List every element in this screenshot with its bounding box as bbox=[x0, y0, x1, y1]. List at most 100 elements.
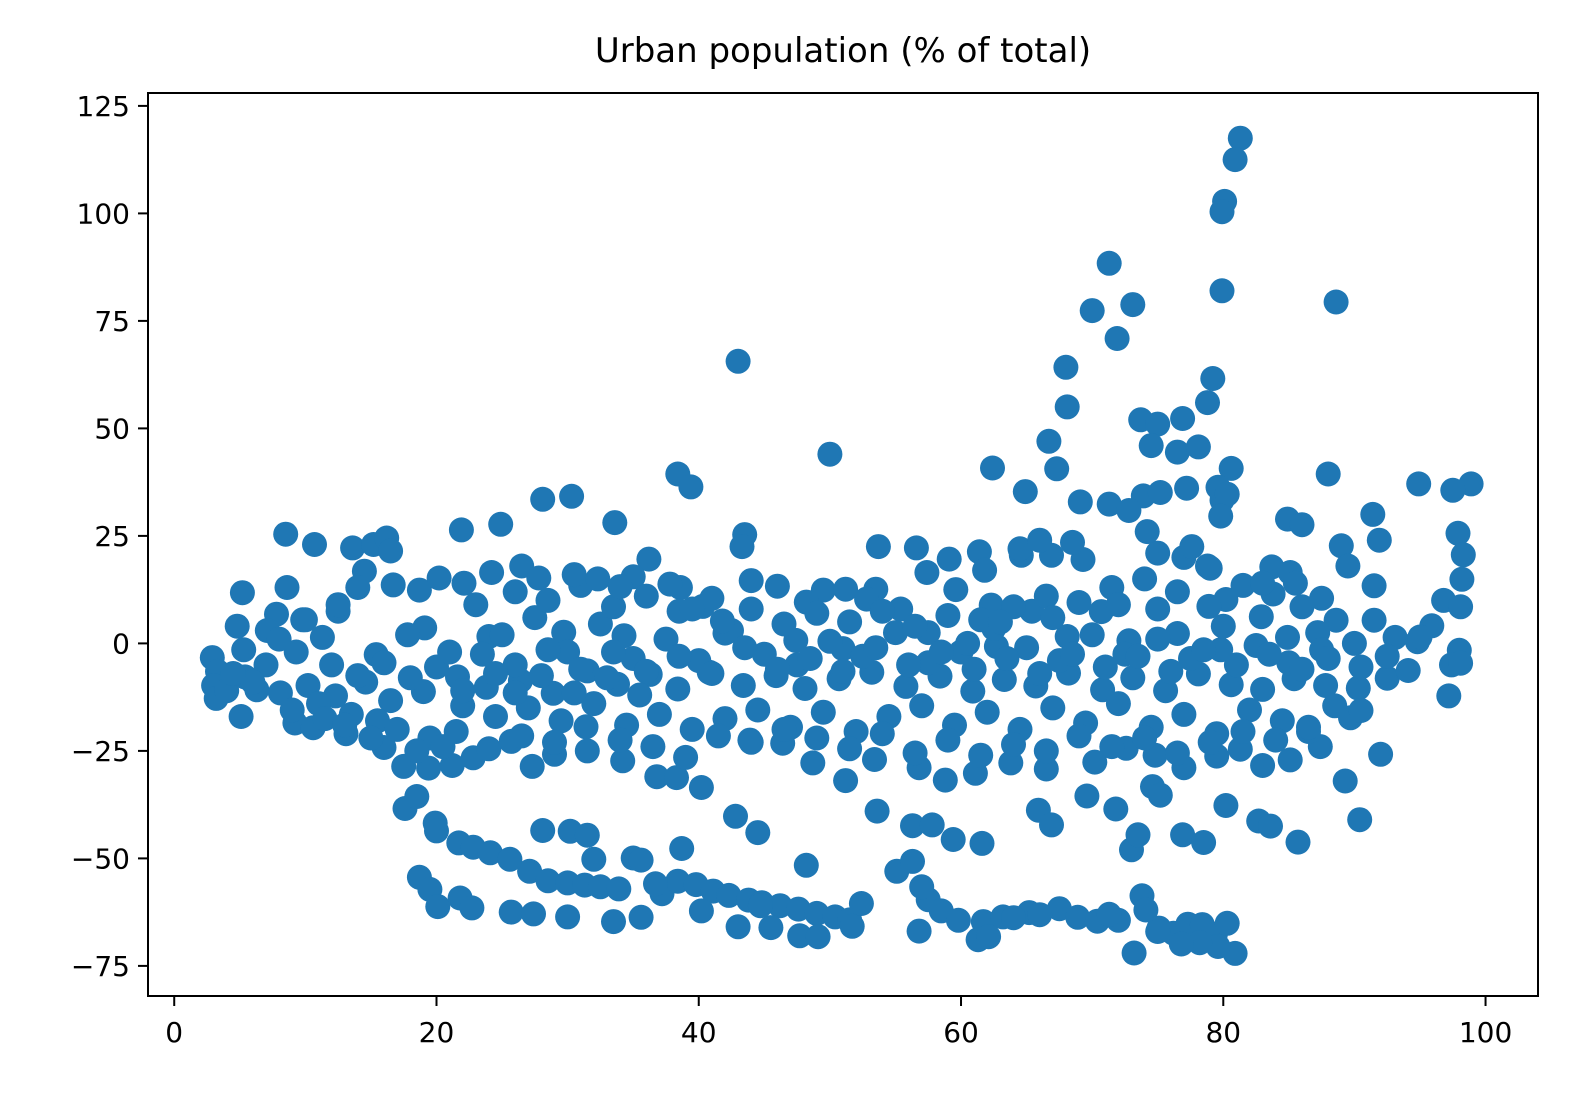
scatter-point bbox=[283, 639, 309, 665]
scatter-point bbox=[1289, 512, 1315, 538]
scatter-point bbox=[833, 576, 859, 602]
scatter-point bbox=[1145, 540, 1171, 566]
scatter-point bbox=[502, 680, 528, 706]
scatter-point bbox=[1407, 624, 1433, 650]
scatter-point bbox=[1250, 676, 1276, 702]
scatter-point bbox=[792, 676, 818, 701]
scatter-point bbox=[679, 596, 705, 622]
scatter-point bbox=[998, 750, 1024, 776]
scatter-point bbox=[1209, 199, 1235, 225]
scatter-point bbox=[1116, 498, 1142, 523]
scatter-point bbox=[1147, 480, 1173, 505]
scatter-point bbox=[1406, 471, 1432, 497]
scatter-point bbox=[1079, 622, 1105, 648]
scatter-point bbox=[909, 874, 935, 900]
y-tick-label: 50 bbox=[94, 412, 130, 445]
scatter-point bbox=[477, 840, 503, 866]
scatter-point bbox=[797, 646, 823, 671]
scatter-point bbox=[1145, 411, 1171, 437]
scatter-point bbox=[340, 535, 366, 561]
scatter-point bbox=[274, 575, 300, 600]
scatter-point bbox=[633, 583, 659, 609]
scatter-point bbox=[530, 486, 556, 512]
scatter-point bbox=[325, 592, 351, 618]
scatter-point bbox=[863, 635, 889, 661]
x-tick-label: 100 bbox=[1459, 1016, 1512, 1049]
scatter-point bbox=[1197, 555, 1223, 581]
scatter-point bbox=[1065, 904, 1091, 930]
scatter-point bbox=[551, 619, 577, 645]
scatter-point bbox=[519, 753, 545, 779]
scatter-point bbox=[968, 742, 994, 768]
scatter-point bbox=[601, 909, 626, 935]
scatter-point bbox=[1374, 665, 1400, 691]
scatter-point bbox=[1214, 910, 1240, 936]
scatter-point bbox=[497, 846, 523, 872]
scatter-point bbox=[1066, 723, 1092, 749]
scatter-point bbox=[602, 510, 628, 536]
scatter-point bbox=[607, 574, 633, 600]
scatter-point bbox=[450, 678, 476, 704]
y-tick-label: −50 bbox=[71, 842, 130, 875]
scatter-point bbox=[1335, 553, 1361, 579]
scatter-point bbox=[644, 764, 670, 790]
scatter-point bbox=[1103, 796, 1129, 822]
scatter-point bbox=[555, 639, 581, 665]
scatter-point bbox=[430, 734, 456, 760]
scatter-point bbox=[705, 723, 731, 749]
scatter-point bbox=[1237, 697, 1262, 723]
scatter-point bbox=[800, 750, 826, 776]
scatter-point bbox=[476, 736, 502, 762]
scatter-point bbox=[1040, 695, 1066, 721]
scatter-point bbox=[628, 904, 654, 930]
scatter-point bbox=[585, 566, 611, 592]
scatter-point bbox=[345, 663, 371, 689]
scatter-point bbox=[1277, 747, 1303, 773]
scatter-point bbox=[1289, 656, 1315, 682]
scatter-point bbox=[833, 768, 859, 794]
scatter-point bbox=[561, 562, 587, 588]
scatter-point bbox=[1187, 930, 1213, 956]
scatter-point bbox=[439, 753, 465, 778]
x-tick-label: 20 bbox=[419, 1016, 455, 1049]
scatter-point bbox=[666, 643, 692, 669]
scatter-point bbox=[969, 830, 995, 856]
scatter-point bbox=[1449, 566, 1475, 592]
scatter-point bbox=[787, 923, 813, 949]
scatter-point bbox=[1269, 708, 1295, 734]
scatter-point bbox=[865, 534, 891, 560]
y-tick-label: 25 bbox=[94, 520, 130, 553]
scatter-point bbox=[1074, 783, 1100, 809]
scatter-point bbox=[581, 846, 607, 872]
scatter-point bbox=[1332, 768, 1358, 794]
scatter-point bbox=[535, 637, 561, 663]
scatter-point bbox=[1096, 491, 1122, 517]
scatter-point bbox=[943, 577, 969, 603]
scatter-point bbox=[725, 348, 751, 374]
scatter-point bbox=[1361, 573, 1387, 599]
scatter-point bbox=[1282, 570, 1308, 596]
scatter-point bbox=[991, 667, 1017, 692]
scatter-point bbox=[669, 836, 695, 861]
scatter-point bbox=[1347, 807, 1373, 833]
scatter-point bbox=[469, 641, 495, 667]
scatter-point bbox=[1096, 901, 1122, 927]
scatter-point bbox=[1170, 406, 1196, 431]
scatter-point bbox=[862, 747, 887, 772]
scatter-point bbox=[837, 736, 863, 762]
scatter-point bbox=[1368, 741, 1394, 767]
scatter-point bbox=[729, 534, 755, 560]
scatter-point bbox=[1054, 394, 1080, 420]
y-tick-label: 100 bbox=[77, 197, 130, 230]
scatter-point bbox=[974, 699, 1000, 725]
scatter-point bbox=[1213, 793, 1239, 818]
scatter-point bbox=[1210, 613, 1236, 639]
scatter-point bbox=[1099, 734, 1125, 760]
y-tick-label: −25 bbox=[71, 735, 130, 768]
scatter-point bbox=[1227, 125, 1253, 151]
scatter-point bbox=[574, 822, 600, 848]
x-axis: 0 20 40 60 80 100 bbox=[165, 996, 1512, 1049]
scatter-point bbox=[1133, 897, 1159, 923]
scatter-point bbox=[1044, 456, 1070, 482]
scatter-point bbox=[636, 546, 662, 572]
